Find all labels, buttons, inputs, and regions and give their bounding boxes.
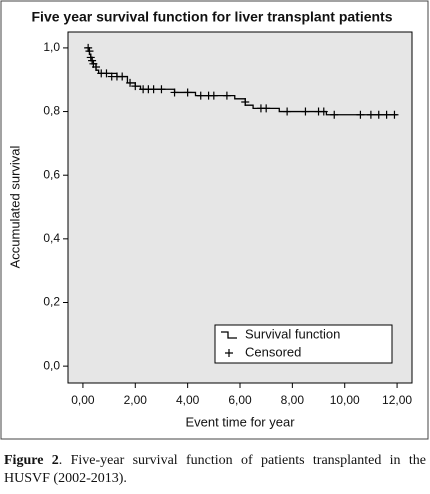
censored-mark [330, 110, 339, 119]
y-tick-label: 0,8 [43, 104, 60, 118]
censored-mark [262, 104, 271, 113]
y-tick-label: 0,0 [43, 358, 60, 372]
x-tick-label: 6,00 [228, 393, 252, 407]
censored-mark [149, 85, 158, 94]
x-axis-label: Event time for year [185, 414, 295, 429]
censored-mark [283, 107, 292, 116]
x-tick-label: 10,00 [330, 393, 360, 407]
censored-mark [209, 91, 218, 100]
x-tick-label: 8,00 [281, 393, 305, 407]
chart: Five year survival function for liver tr… [0, 0, 429, 440]
y-tick-label: 0,4 [43, 231, 60, 245]
censored-mark [157, 85, 166, 94]
y-axis-label: Accumulated survival [7, 145, 22, 268]
chart-title: Five year survival function for liver tr… [32, 9, 393, 25]
x-tick-label: 12,00 [382, 393, 412, 407]
censored-mark [92, 63, 101, 72]
figure-caption: Figure 2. Five-year survival function of… [4, 452, 426, 488]
censored-mark [382, 110, 391, 119]
x-tick-label: 4,00 [176, 393, 200, 407]
censored-mark [102, 69, 111, 78]
legend-symbol [221, 331, 237, 339]
legend-symbol [225, 349, 233, 357]
censored-mark [390, 110, 399, 119]
censored-mark [170, 88, 179, 97]
censored-mark [241, 98, 250, 107]
x-tick-label: 2,00 [124, 393, 148, 407]
censored-mark [126, 78, 135, 87]
censored-mark [366, 110, 375, 119]
legend-label: Survival function [245, 326, 340, 341]
x-tick-label: 0,00 [71, 393, 95, 407]
y-tick-label: 1,0 [43, 40, 60, 54]
censored-mark [85, 47, 94, 56]
censored-mark [131, 82, 140, 91]
censored-mark [183, 88, 192, 97]
censored-mark [374, 110, 383, 119]
caption-label: Figure 2 [4, 453, 59, 468]
censored-mark [222, 91, 231, 100]
censored-mark [319, 107, 328, 116]
censored-mark [301, 107, 310, 116]
caption-text: . Five-year survival function of patient… [4, 453, 426, 486]
y-tick-label: 0,6 [43, 167, 60, 181]
censored-mark [356, 110, 365, 119]
legend-box [214, 324, 393, 364]
legend-label: Censored [245, 344, 301, 359]
y-tick-label: 0,2 [43, 295, 60, 309]
censored-mark [196, 91, 205, 100]
censored-mark [118, 72, 127, 81]
